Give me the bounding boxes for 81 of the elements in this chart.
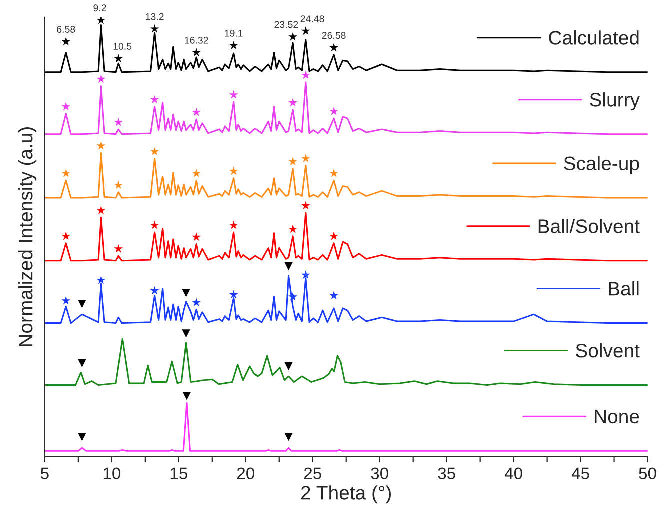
annotation: 13.2 bbox=[146, 13, 164, 20]
point bbox=[330, 43, 338, 52]
point bbox=[114, 54, 124, 63]
point bbox=[78, 433, 86, 442]
y-axis-title: Normalized Intensity (a.u) bbox=[18, 128, 37, 346]
legend-label: Ball bbox=[609, 282, 639, 296]
point bbox=[182, 289, 190, 298]
x-tick-label: 10 bbox=[104, 468, 121, 480]
annotation: 23.52 bbox=[274, 21, 298, 28]
point bbox=[114, 180, 124, 190]
point bbox=[288, 224, 298, 234]
point bbox=[229, 220, 238, 230]
x-tick-label: 35 bbox=[438, 468, 456, 480]
annotation: 26.58 bbox=[322, 32, 346, 40]
point bbox=[192, 298, 202, 307]
point bbox=[284, 433, 293, 442]
x-tick-label: 5 bbox=[40, 468, 49, 480]
point bbox=[192, 168, 202, 178]
point bbox=[150, 220, 160, 230]
point bbox=[182, 392, 192, 400]
point bbox=[62, 296, 71, 305]
point bbox=[192, 108, 202, 116]
x-tick-label: 50 bbox=[639, 468, 656, 480]
point bbox=[301, 26, 310, 36]
x-tick-label: 15 bbox=[170, 468, 188, 480]
point bbox=[301, 154, 310, 163]
point bbox=[229, 41, 238, 50]
point bbox=[182, 330, 190, 338]
point bbox=[96, 206, 106, 214]
point bbox=[114, 118, 124, 126]
point bbox=[96, 74, 106, 84]
x-tick-label: 20 bbox=[237, 468, 255, 480]
point bbox=[96, 141, 106, 150]
point bbox=[301, 70, 310, 80]
point bbox=[96, 17, 106, 24]
point bbox=[288, 157, 298, 166]
point bbox=[62, 37, 71, 46]
point bbox=[78, 359, 86, 368]
point bbox=[288, 98, 298, 107]
legend-label: Ball/Solvent bbox=[538, 219, 640, 234]
point bbox=[284, 362, 293, 371]
x-tick-label: 25 bbox=[304, 468, 322, 480]
annotation: 10.5 bbox=[114, 43, 132, 50]
annotation: 19.1 bbox=[225, 30, 243, 37]
point bbox=[330, 232, 338, 240]
legend-label: None bbox=[595, 410, 640, 424]
point bbox=[150, 286, 160, 295]
legend-label: Scale-up bbox=[564, 156, 640, 174]
point bbox=[62, 168, 71, 178]
point bbox=[192, 232, 202, 242]
point bbox=[62, 102, 71, 111]
legend-label: Solvent bbox=[576, 343, 640, 358]
x-tick-label: 45 bbox=[572, 468, 590, 480]
point bbox=[330, 291, 338, 300]
x-tick-label: 40 bbox=[504, 468, 522, 480]
point bbox=[288, 32, 298, 41]
point bbox=[229, 166, 238, 176]
point bbox=[192, 48, 202, 56]
x-axis-title: 2 Theta (°) bbox=[301, 486, 392, 504]
point bbox=[288, 292, 298, 301]
point bbox=[114, 244, 124, 253]
point bbox=[78, 300, 86, 308]
point bbox=[330, 106, 338, 116]
annotation: 16.32 bbox=[185, 36, 208, 44]
point bbox=[229, 90, 238, 99]
point bbox=[150, 24, 160, 33]
point bbox=[150, 95, 160, 104]
annotation: 24.48 bbox=[300, 16, 324, 22]
point bbox=[330, 168, 338, 178]
legend-label: Slurry bbox=[590, 92, 640, 111]
point bbox=[62, 232, 71, 240]
legend-label: Calculated bbox=[549, 30, 639, 45]
point bbox=[301, 201, 310, 210]
annotation: 9.2 bbox=[94, 4, 106, 12]
x-tick-label: 30 bbox=[371, 468, 388, 480]
point bbox=[229, 290, 238, 299]
point bbox=[284, 262, 293, 271]
point bbox=[301, 270, 310, 280]
point bbox=[150, 147, 160, 156]
annotation: 6.58 bbox=[57, 26, 76, 33]
point bbox=[96, 276, 106, 284]
